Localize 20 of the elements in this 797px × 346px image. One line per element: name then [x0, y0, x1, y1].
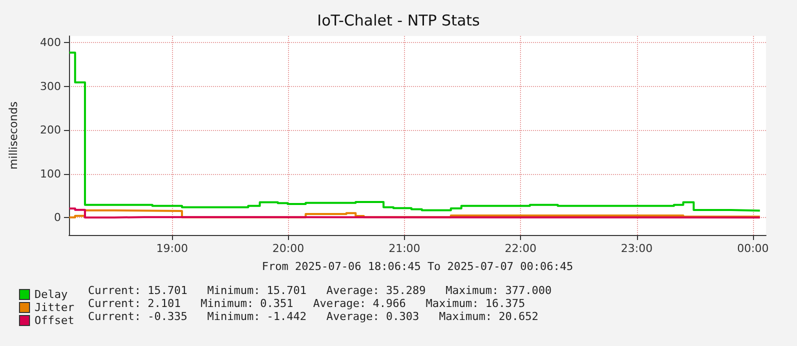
legend-label: Jitter — [34, 301, 75, 314]
y-tick-label: 0 — [54, 211, 61, 224]
x-tick-label: 20:00 — [272, 242, 304, 255]
x-tick-label: 19:00 — [156, 242, 188, 255]
text: Current: 2.101 Minimum: 0.351 Average: 4.966 Maximum: 16.375 — [88, 297, 526, 310]
legend-label: Delay — [34, 288, 68, 301]
x-axis-title: From 2025-07-06 18:06:45 To 2025-07-07 00:06:45 — [262, 260, 574, 273]
legend-label: Offset — [34, 314, 74, 327]
x-tick-label: 23:00 — [620, 242, 653, 255]
y-tick-label: 400 — [40, 36, 61, 50]
chart-title: IoT-Chalet - NTP Stats — [317, 12, 480, 30]
y-tick-label: 300 — [40, 80, 61, 93]
y-axis-title: milliseconds — [7, 101, 20, 170]
x-tick-label: 21:00 — [388, 242, 420, 255]
text: Current: -0.335 Minimum: -1.442 Average: 0.303 Maximum: 20.652 — [88, 310, 538, 323]
x-tick-label: 00:00 — [737, 242, 769, 255]
text: Current: 15.701 Minimum: 15.701 Average: 35.289 Maximum: 377.000 — [88, 284, 552, 297]
x-tick-label: 22:00 — [504, 242, 536, 255]
y-tick-label: 200 — [40, 124, 61, 137]
y-tick-label: 100 — [40, 167, 61, 180]
